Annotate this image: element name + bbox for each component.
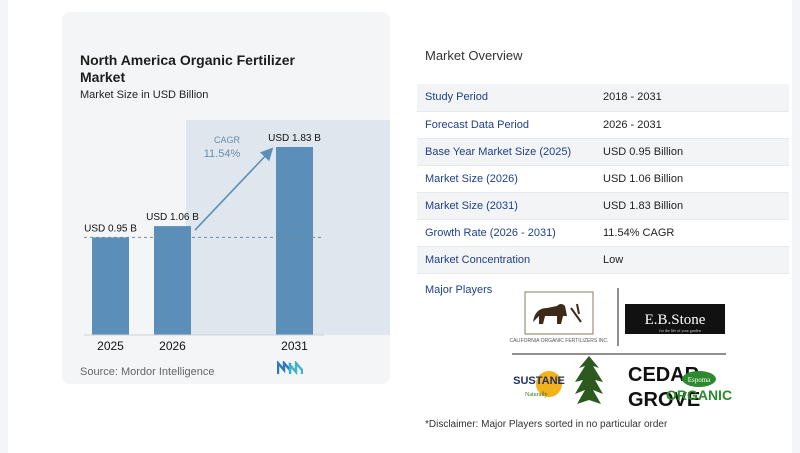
overview-label: Market Size (2026)	[417, 165, 595, 193]
svg-text:Espoma: Espoma	[688, 376, 711, 384]
cagr-arrow	[194, 147, 274, 231]
x-axis-tick-label: 2025	[97, 339, 124, 353]
overview-label: Study Period	[417, 84, 595, 112]
svg-text:ORGANIC: ORGANIC	[666, 387, 732, 403]
overview-row: Growth Rate (2026 - 2031) 11.54% CAGR	[417, 219, 789, 247]
overview-value: Low	[595, 246, 789, 274]
cedar-grove-logo: CEDAR GROVE	[575, 356, 700, 410]
bar-value-label: USD 1.83 B	[268, 133, 321, 144]
bar-2025	[92, 237, 129, 335]
overview-value: USD 1.06 Billion	[595, 165, 789, 193]
bar-value-label: USD 1.06 B	[146, 212, 199, 223]
overview-row: Market Concentration Low	[417, 246, 789, 274]
svg-text:CEDAR: CEDAR	[628, 364, 700, 386]
overview-label: Forecast Data Period	[417, 111, 595, 139]
source-text: Source: Mordor Intelligence	[80, 366, 215, 378]
disclaimer-text: *Disclaimer: Major Players sorted in no …	[425, 419, 668, 430]
overview-row: Base Year Market Size (2025) USD 0.95 Bil…	[417, 138, 789, 166]
overview-label: Growth Rate (2026 - 2031)	[417, 219, 595, 247]
svg-text:CALIFORNIA ORGANIC FERTILIZERS: CALIFORNIA ORGANIC FERTILIZERS INC.	[509, 338, 608, 344]
x-axis-tick-label: 2031	[281, 339, 308, 353]
svg-text:E.B.Stone: E.B.Stone	[645, 312, 706, 328]
espoma-organic-logo: Espoma ORGANIC	[666, 371, 732, 403]
bar-2031	[276, 147, 313, 335]
major-players-label: Major Players	[425, 284, 493, 296]
sustane-logo: SUSTANE Naturally	[513, 371, 565, 398]
eb-stone-logo: E.B.Stone for the life of your garden	[625, 304, 725, 334]
x-axis-tick-label: 2026	[159, 339, 186, 353]
overview-row: Market Size (2026) USD 1.06 Billion	[417, 165, 789, 193]
major-players-logos: CALIFORNIA ORGANIC FERTILIZERS INC. E.B.…	[509, 288, 732, 410]
overview-row: Study Period 2018 - 2031	[417, 84, 789, 112]
overview-row: Market Size (2031) USD 1.83 Billion	[417, 192, 789, 220]
cagr-value: 11.54%	[204, 148, 241, 160]
overview-value: 2018 - 2031	[595, 84, 789, 112]
overview-label: Market Concentration	[417, 246, 595, 274]
market-overview-table: Study Period 2018 - 2031 Forecast Data Per…	[417, 84, 789, 274]
overview-value: USD 0.95 Billion	[595, 138, 789, 166]
overview-label: Market Size (2031)	[417, 192, 595, 220]
bar-value-label: USD 0.95 B	[84, 223, 137, 234]
svg-text:SUSTANE: SUSTANE	[513, 375, 565, 387]
svg-text:GROVE: GROVE	[628, 389, 700, 410]
overview-value: 2026 - 2031	[595, 111, 789, 139]
overview-value: USD 1.83 Billion	[595, 192, 789, 220]
overview-row: Forecast Data Period 2026 - 2031	[417, 111, 789, 139]
bar-2026	[154, 226, 191, 335]
bar-chart: USD 0.95 B 2025 USD 1.06 B 2026 USD 1.83 B 20…	[84, 120, 390, 353]
california-organic-fertilizers-logo: CALIFORNIA ORGANIC FERTILIZERS INC.	[509, 291, 609, 344]
svg-text:Naturally: Naturally	[525, 392, 548, 398]
chart-subtitle: Market Size in USD Billion	[80, 89, 209, 101]
svg-text:for the life of your garden: for the life of your garden	[659, 328, 700, 333]
overview-value: 11.54% CAGR	[595, 219, 789, 247]
overview-label: Base Year Market Size (2025)	[417, 138, 595, 166]
chart-title: North America Organic Fertilizer Market	[80, 52, 295, 85]
mordor-logo-icon	[277, 361, 303, 375]
cagr-label: CAGR	[214, 135, 241, 145]
market-overview-title: Market Overview	[425, 48, 523, 63]
